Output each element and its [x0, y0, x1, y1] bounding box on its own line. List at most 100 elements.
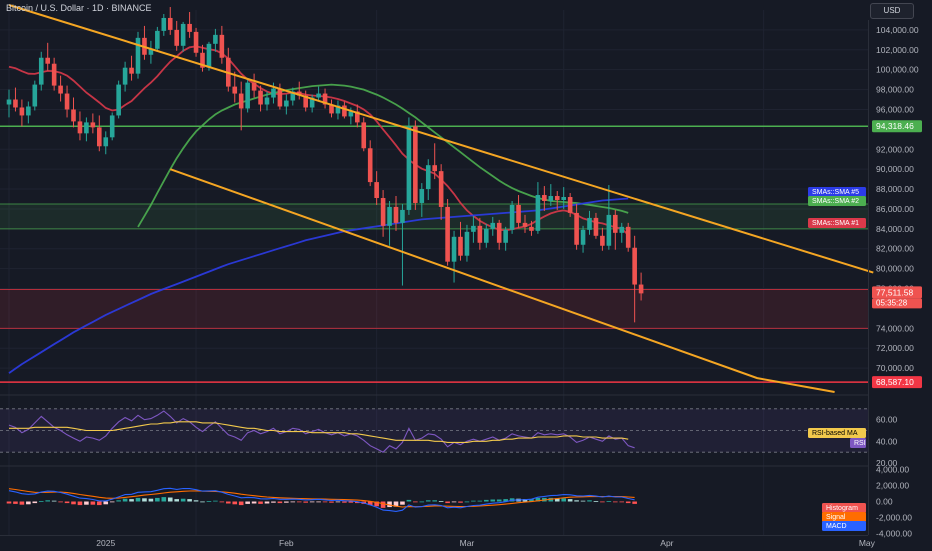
histogram-bar	[316, 501, 321, 503]
histogram-bar	[122, 498, 128, 502]
histogram-bar	[84, 501, 89, 505]
histogram-bar	[309, 501, 315, 503]
support-price-tag: 68,587.10	[872, 376, 922, 389]
histogram-bar	[380, 501, 386, 508]
histogram-bar	[490, 499, 496, 502]
rsi-ma-legend-text: RSI-based MA	[812, 430, 858, 437]
histogram-bar	[64, 501, 70, 504]
histogram-bar	[567, 499, 573, 502]
histogram-bar	[58, 501, 63, 503]
histogram-bar	[406, 499, 412, 502]
candle-body	[406, 126, 412, 210]
channel-upper-line	[8, 4, 874, 274]
currency-button[interactable]: USD	[870, 3, 914, 19]
candle-body	[58, 85, 63, 94]
histogram-bar	[245, 501, 250, 504]
price-zone	[0, 289, 868, 329]
candle-body	[367, 148, 373, 183]
current-price-tag-text: 77,511.58	[876, 287, 913, 297]
candle-body	[400, 209, 405, 223]
price-tick-label: 84,000.00	[876, 224, 914, 234]
candle-body	[322, 93, 328, 105]
candle-body	[213, 34, 218, 44]
candle-body	[503, 229, 508, 243]
macd-tick-label: 0.00	[876, 497, 893, 507]
time-axis[interactable]	[0, 535, 868, 551]
candle-body	[32, 84, 38, 107]
candle-body	[380, 198, 386, 226]
support-price-tag-bg	[872, 376, 922, 389]
macd-tick-label: 4,000.00	[876, 465, 909, 475]
sma1-label-text: SMAs::SMA #1	[812, 220, 859, 227]
support-price-tag-text: 68,587.10	[876, 377, 914, 387]
histogram-bar	[284, 501, 289, 503]
histogram-bar	[51, 500, 57, 502]
candle-body	[374, 182, 379, 199]
histogram-bar	[129, 499, 134, 502]
time-tick-label: May	[859, 538, 876, 548]
candle-body	[632, 247, 637, 285]
sma5-label: SMAs::SMA #5	[808, 187, 866, 197]
current-price-tag-bg	[872, 286, 922, 299]
candle-body	[361, 122, 367, 149]
candle-body	[296, 91, 302, 96]
candle-body	[122, 67, 128, 85]
histogram-bar	[400, 501, 405, 505]
candle-body	[45, 57, 50, 64]
time-axis-labels: 2025 Feb Mar Apr May	[96, 538, 875, 548]
candle-body	[109, 115, 115, 138]
signal-line	[8, 488, 635, 508]
countdown-tag-bg	[872, 298, 922, 309]
price-tick-label: 100,000.00	[876, 65, 919, 75]
price-tick-label: 86,000.00	[876, 204, 914, 214]
histogram-bar	[335, 501, 341, 503]
candle-body	[232, 86, 238, 94]
price-tick-label: 96,000.00	[876, 104, 914, 114]
candle-body	[284, 100, 289, 107]
sma2-label-bg	[808, 196, 866, 206]
sma5-label-bg	[808, 187, 866, 197]
rsi-ma-legend-bg	[808, 428, 866, 438]
histogram-bar	[251, 501, 257, 504]
price-axis[interactable]	[868, 20, 932, 535]
channel-lower-line	[169, 168, 835, 393]
candle-body	[638, 284, 644, 294]
histogram-bar	[155, 497, 160, 502]
histogram-bar	[296, 501, 302, 503]
candle-body	[200, 52, 205, 68]
histogram-bar	[32, 501, 38, 504]
price-tick-label: 98,000.00	[876, 85, 914, 95]
candle-body	[535, 195, 541, 231]
candle-body	[71, 109, 76, 122]
histogram-bar	[554, 498, 560, 502]
candle-body	[438, 171, 444, 207]
histogram-bar	[116, 500, 121, 502]
candle-body	[155, 30, 160, 49]
candle-body	[97, 127, 102, 147]
candle-body	[490, 222, 496, 229]
candle-body	[425, 165, 431, 190]
price-zone	[0, 203, 868, 229]
price-tick-label: 90,000.00	[876, 164, 914, 174]
histogram-bar	[90, 501, 96, 505]
candle-body	[625, 226, 631, 248]
price-zones	[0, 203, 868, 329]
candle-body	[135, 37, 141, 74]
histogram-bar	[45, 500, 50, 502]
sma5-label-text: SMAs::SMA #5	[812, 189, 859, 196]
histogram-bar	[606, 501, 612, 502]
rsi-legend-text: RSI	[854, 440, 866, 447]
candle-body	[271, 88, 276, 98]
histogram-bar	[322, 501, 328, 503]
time-tick-label: Feb	[279, 538, 294, 548]
candle-body	[116, 84, 121, 116]
candle-body	[387, 206, 392, 226]
histogram-bar	[632, 501, 637, 504]
sma2-label: SMAs::SMA #2	[808, 196, 866, 206]
histogram-bar	[232, 501, 238, 505]
candlestick-series	[6, 7, 644, 323]
descending-channel[interactable]	[8, 4, 874, 393]
histogram-bar	[26, 501, 31, 505]
